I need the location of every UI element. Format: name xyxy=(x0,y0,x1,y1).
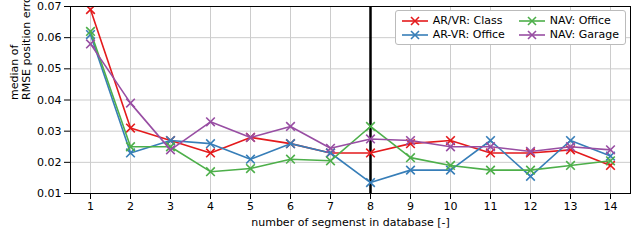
svg-text:0.04: 0.04 xyxy=(37,94,62,107)
svg-text:5: 5 xyxy=(247,200,254,213)
svg-text:0.05: 0.05 xyxy=(37,62,62,75)
html-text:NAV: Office: NAV: Office xyxy=(549,14,611,27)
svg-text:7: 7 xyxy=(327,200,334,213)
svg-text:11: 11 xyxy=(484,200,498,213)
html-text:NAV: Garage: NAV: Garage xyxy=(549,28,619,41)
svg-text:2: 2 xyxy=(127,200,134,213)
svg-text:9: 9 xyxy=(407,200,414,213)
html-text:AR-VR: Office: AR-VR: Office xyxy=(432,28,505,41)
svg-text:median ofRMSE position errors: median ofRMSE position errors [m] xyxy=(8,0,33,100)
svg-text:0.06: 0.06 xyxy=(37,31,62,44)
svg-text:12: 12 xyxy=(524,200,538,213)
svg-text:1: 1 xyxy=(87,200,94,213)
svg-text:0.01: 0.01 xyxy=(37,187,62,200)
svg-text:4: 4 xyxy=(207,200,214,213)
svg-text:number of segmenst in database: number of segmenst in database [-] xyxy=(251,216,450,229)
svg-text:0.02: 0.02 xyxy=(37,156,62,169)
html-text:AR/VR: Class: AR/VR: Class xyxy=(432,14,503,27)
svg-text:6: 6 xyxy=(287,200,294,213)
svg-text:0.07: 0.07 xyxy=(37,0,62,13)
svg-text:13: 13 xyxy=(564,200,578,213)
svg-text:0.03: 0.03 xyxy=(37,125,62,138)
svg-text:8: 8 xyxy=(367,200,374,213)
svg-text:10: 10 xyxy=(444,200,458,213)
svg-text:14: 14 xyxy=(604,200,618,213)
svg-text:3: 3 xyxy=(167,200,174,213)
